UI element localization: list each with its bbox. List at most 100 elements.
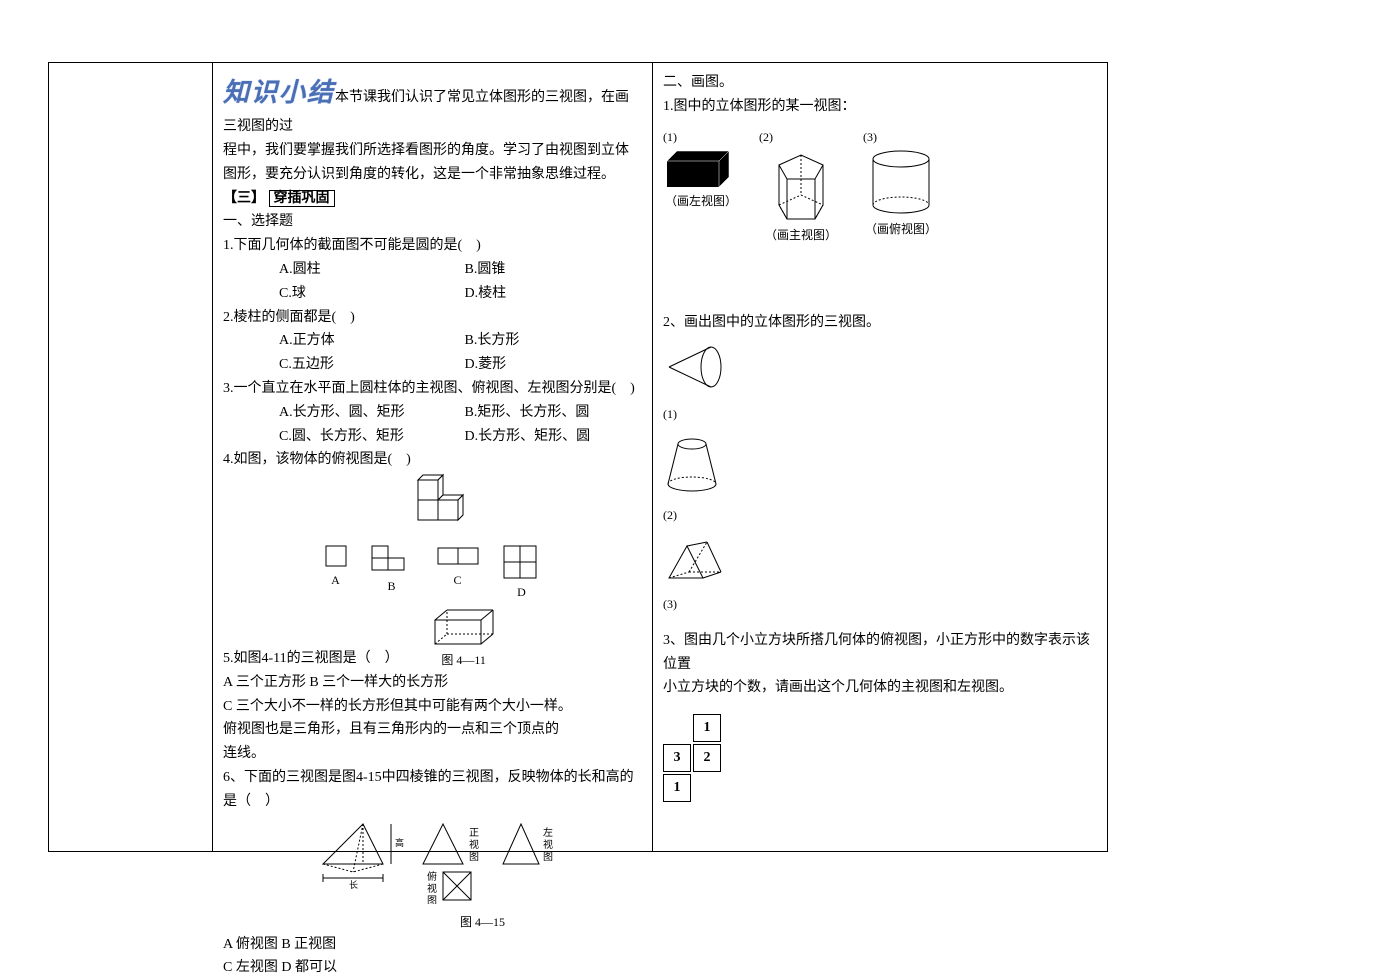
q5: 5.如图4-11的三视图是（ ） — [223, 647, 399, 671]
pyramid-views-icon: 长 高 正 视 图 左 — [303, 814, 563, 904]
q5-extra1: 俯视图也是三角形，且有三角形内的一点和三个顶点的 — [223, 718, 642, 742]
q6-fig-label: 图 4—15 — [323, 912, 642, 932]
section-3-header: 【三】 穿插巩固 — [223, 187, 642, 211]
q4-C-label: C — [453, 570, 461, 590]
d1-fig3: (3) （画俯视图） — [863, 127, 939, 240]
q4-A-label: A — [331, 570, 340, 590]
q6: 6、下面的三视图是图4-15中四棱锥的三视图，反映物体的长和高的是（ ） — [223, 766, 642, 814]
d1-workspace — [663, 251, 1099, 311]
d1-l1: （画左视图） — [665, 191, 737, 211]
pentaprism-icon — [759, 147, 843, 225]
q5-figure-label: 图 4—11 — [441, 650, 486, 670]
q5-row: 5.如图4-11的三视图是（ ） — [223, 608, 642, 670]
q6-C: C 左视图 D 都可以 — [223, 960, 337, 975]
part1-title: 一、选择题 — [223, 210, 642, 234]
triprism-icon — [663, 536, 725, 586]
part2-title: 二、画图。 — [663, 71, 1099, 95]
q2-C: C.五边形 — [251, 353, 461, 377]
q1-opts-row1: A.圆柱 B.圆锥 — [223, 258, 642, 282]
svg-text:视: 视 — [469, 838, 479, 851]
cell-r2c1: 3 — [663, 744, 691, 772]
d1-n3: (3) — [863, 127, 877, 147]
q4-B-label: B — [387, 576, 395, 596]
d1-fig1: (1) （画左视图） — [663, 127, 739, 212]
q3-opts-row1: A.长方形、圆、矩形 B.矩形、长方形、圆 — [223, 401, 642, 425]
q6-A: A 俯视图 B 正视图 — [223, 937, 336, 952]
svg-text:长: 长 — [349, 879, 358, 890]
q6-figure-row: 长 高 正 视 图 左 — [223, 814, 642, 933]
svg-text:图: 图 — [469, 851, 479, 863]
q5-extra2: 连线。 — [223, 742, 642, 766]
draw-q3a: 3、图由几个小立方块所搭几何体的俯视图，小正方形中的数字表示该位置 — [663, 629, 1099, 677]
d1-l2: （画主视图） — [765, 225, 837, 245]
intro-line2: 程中，我们要掌握我们所选择看图形的角度。学习了由视图到立体图形，要充分认识到角度… — [223, 139, 642, 187]
section3-box: 穿插巩固 — [269, 190, 335, 207]
q2-A: A.正方体 — [251, 329, 461, 353]
zhishi-heading: 知识小结 — [223, 78, 335, 107]
left-margin-column — [49, 63, 213, 851]
q2-D: D.菱形 — [465, 357, 507, 372]
q2-opts-row1: A.正方体 B.长方形 — [223, 329, 642, 353]
svg-text:图: 图 — [543, 851, 553, 863]
svg-text:视: 视 — [543, 838, 553, 851]
d1-n2: (2) — [759, 127, 773, 147]
d2-n1: (1) — [663, 404, 1099, 424]
d2-fig1: (1) — [663, 341, 1099, 424]
q4-opt-A: A — [322, 542, 350, 602]
q6-fu: 俯 — [427, 870, 437, 883]
q4-options: A B — [223, 542, 642, 602]
q1: 1.下面几何体的截面图不可能是圆的是( ) — [223, 234, 642, 258]
q6-opts-row2: C 左视图 D 都可以 — [223, 956, 642, 980]
draw-q3b: 小立方块的个数，请画出这个几何体的主视图和左视图。 — [663, 676, 1099, 700]
q3-A: A.长方形、圆、矩形 — [251, 401, 461, 425]
q1-A: A.圆柱 — [251, 258, 461, 282]
q4-figure — [223, 472, 642, 536]
q4: 4.如图，该物体的俯视图是( ) — [223, 448, 642, 472]
cube-top-view: 1 3 2 1 — [663, 714, 743, 814]
q4-opt-D: D — [500, 542, 544, 602]
cuboid-icon — [429, 608, 499, 650]
q3-B: B.矩形、长方形、圆 — [465, 405, 590, 420]
left-content-column: 知识小结本节课我们认识了常见立体图形的三视图，在画三视图的过 程中，我们要掌握我… — [213, 63, 653, 851]
q4-D-label: D — [517, 582, 526, 602]
q2-B: B.长方形 — [465, 333, 520, 348]
q4-opt-C: C — [434, 542, 482, 602]
q4-opt-B: B — [368, 542, 416, 602]
d2-n3: (3) — [663, 594, 1099, 614]
worksheet-page: 知识小结本节课我们认识了常见立体图形的三视图，在画三视图的过 程中，我们要掌握我… — [0, 0, 1376, 971]
content-frame: 知识小结本节课我们认识了常见立体图形的三视图，在画三视图的过 程中，我们要掌握我… — [48, 62, 1108, 852]
q6-zheng: 正 — [469, 828, 479, 839]
q1-opts-row2: C.球 D.棱柱 — [223, 282, 642, 306]
q6-opts-row1: A 俯视图 B 正视图 — [223, 933, 642, 957]
d2-n2: (2) — [663, 505, 1099, 525]
svg-text:图: 图 — [427, 895, 437, 904]
q2-opts-row2: C.五边形 D.菱形 — [223, 353, 642, 377]
q2: 2.棱柱的侧面都是( ) — [223, 306, 642, 330]
q3: 3.一个直立在水平面上圆柱体的主视图、俯视图、左视图分别是( ) — [223, 377, 642, 401]
q3-C: C.圆、长方形、矩形 — [251, 425, 461, 449]
frustum-icon — [663, 434, 721, 496]
q1-C: C.球 — [251, 282, 461, 306]
d2-fig2: (2) — [663, 434, 1099, 525]
d1-n1: (1) — [663, 127, 677, 147]
q6-ce: 左 — [543, 826, 553, 839]
right-content-column: 二、画图。 1.图中的立体图形的某一视图： (1) （画左视图） (2) — [653, 63, 1109, 851]
cuboid-black-icon — [663, 147, 739, 191]
q5-A: A 三个正方形 B 三个一样大的长方形 — [223, 671, 642, 695]
svg-text:视: 视 — [427, 882, 437, 895]
cubes-icon — [398, 472, 468, 527]
q1-B: B.圆锥 — [465, 262, 506, 277]
d1-fig2: (2) — [759, 127, 843, 246]
draw-q1: 1.图中的立体图形的某一视图： — [663, 95, 1099, 119]
svg-text:高: 高 — [395, 837, 404, 848]
draw-q2: 2、画出图中的立体图形的三视图。 — [663, 311, 1099, 335]
q3-D: D.长方形、矩形、圆 — [465, 429, 591, 444]
q5-C: C 三个大小不一样的长方形但其中可能有两个大小一样。 — [223, 695, 642, 719]
cell-r3c1: 1 — [663, 774, 691, 802]
cell-r2c2: 2 — [693, 744, 721, 772]
cell-r1c2: 1 — [693, 714, 721, 742]
summary-block: 知识小结本节课我们认识了常见立体图形的三视图，在画三视图的过 — [223, 71, 642, 139]
cylinder-icon — [863, 147, 939, 219]
q5-figure: 图 4—11 — [429, 608, 499, 670]
q1-D: D.棱柱 — [465, 286, 507, 301]
